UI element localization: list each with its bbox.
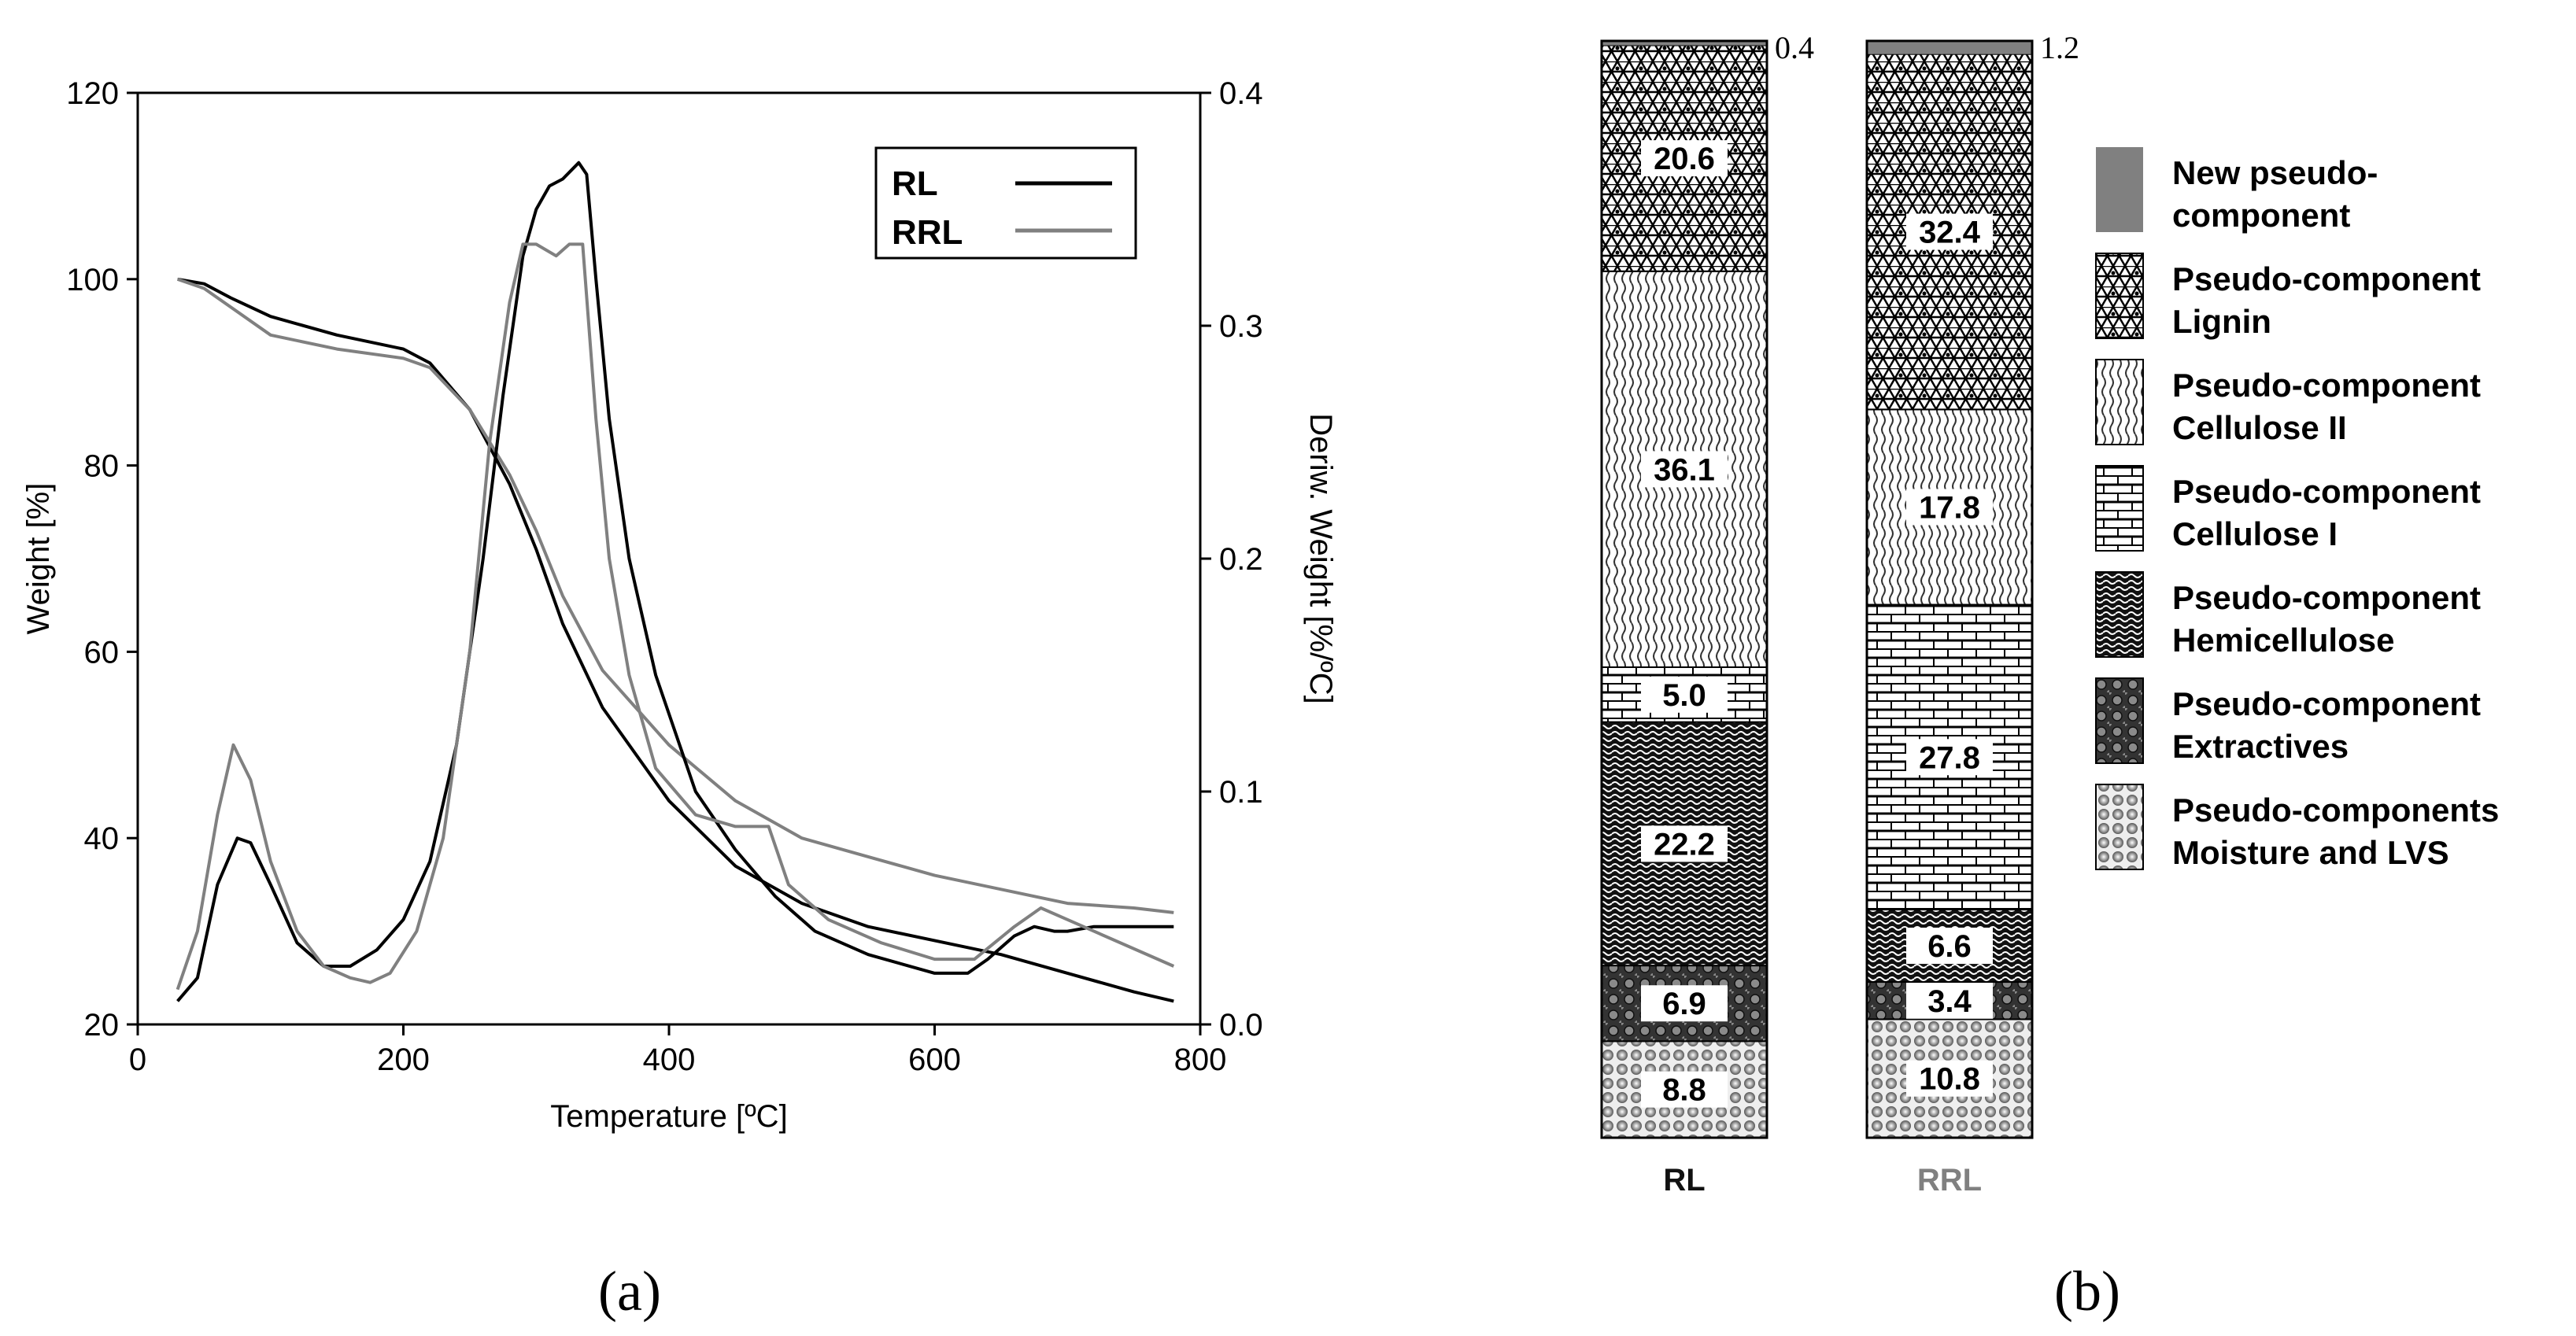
series-line-rl-weight xyxy=(177,277,1174,1003)
y-right-axis-ticks: 0.0 0.1 0.2 0.3 0.4 xyxy=(1200,76,1263,1043)
segment-value-label: 22.2 xyxy=(1654,827,1715,862)
legend-label: Extractives xyxy=(2172,728,2349,765)
legend-label: Pseudo-components xyxy=(2172,792,2499,829)
value-label-bg xyxy=(1906,982,1993,1019)
category-label-rrl: RRL xyxy=(1917,1163,1982,1198)
panel-label-b: (b) xyxy=(2054,1260,2120,1323)
legend-label: Pseudo-component xyxy=(2172,367,2481,404)
legend-label-rl: RL xyxy=(892,164,938,203)
series-line-rl-derivative xyxy=(176,161,1174,1002)
legend-label: Pseudo-component xyxy=(2172,685,2481,722)
segment-value-label: 20.6 xyxy=(1654,142,1715,176)
segment-value-label: 32.4 xyxy=(1919,216,1981,250)
legend: New pseudo-component Pseudo-component Lign… xyxy=(2095,147,2499,871)
panel-label-a: (a) xyxy=(598,1260,661,1323)
segment-value-label: 6.6 xyxy=(1927,929,1972,964)
value-label-bg xyxy=(1906,739,1993,776)
legend-swatch-hemi xyxy=(2095,571,2144,658)
value-label-bg xyxy=(1641,985,1728,1022)
stacked-bars: 8.8 6.9 22.2 5.0 36.1 20.6 0.4 RL 10.8 3.4 6.6 27.8… xyxy=(1600,30,2079,1198)
x-tick-label: 800 xyxy=(1174,1043,1227,1077)
legend-label: Cellulose I xyxy=(2172,515,2338,552)
pseudo-component-stacked-bars: 8.8 6.9 22.2 5.0 36.1 20.6 0.4 RL 10.8 3.4 6.6 27.8… xyxy=(1600,30,2499,1323)
legend-swatch-lignin xyxy=(2095,253,2144,339)
legend-label: Lignin xyxy=(2172,303,2271,340)
value-label-bg xyxy=(1641,451,1728,488)
segment-value-label: 3.4 xyxy=(1927,984,1972,1019)
x-axis-ticks: 0 200 400 600 800 xyxy=(129,1024,1227,1077)
y-right-tick-label: 0.1 xyxy=(1219,775,1263,810)
value-label-bg xyxy=(1906,1060,1993,1097)
legend-label: Moisture and LVS xyxy=(2172,834,2449,871)
y-left-tick-label: 120 xyxy=(66,76,119,111)
legend: RL RRL xyxy=(874,146,1137,260)
segment-value-label: 27.8 xyxy=(1919,740,1980,775)
value-label-bg xyxy=(1641,1071,1728,1108)
legend-swatch-new xyxy=(2096,147,2143,232)
y-left-tick-label: 60 xyxy=(84,635,120,670)
legend-swatch-cell2 xyxy=(2095,359,2144,445)
segment-value-label: 17.8 xyxy=(1919,490,1980,525)
segment-value-label: 1.2 xyxy=(2040,30,2079,65)
value-label-bg xyxy=(1641,825,1728,862)
x-tick-label: 0 xyxy=(129,1043,146,1077)
legend-box xyxy=(874,146,1137,260)
y-left-tick-label: 80 xyxy=(84,449,120,484)
legend-label: New pseudo- xyxy=(2172,154,2378,191)
x-axis-label: Temperature [ºC] xyxy=(550,1099,787,1134)
segment-value-label: 0.4 xyxy=(1775,30,1814,65)
series-line-rrl-derivative xyxy=(176,242,1175,991)
x-tick-label: 400 xyxy=(643,1043,696,1077)
segment-value-label: 36.1 xyxy=(1654,452,1715,487)
y-left-tick-label: 40 xyxy=(84,821,120,856)
y-right-tick-label: 0.2 xyxy=(1219,542,1263,577)
series-line-rrl-weight xyxy=(176,277,1174,914)
segment-value-label: 10.8 xyxy=(1919,1062,1980,1097)
segment-value-label: 6.9 xyxy=(1662,987,1706,1021)
x-tick-label: 600 xyxy=(908,1043,961,1077)
y-left-tick-label: 20 xyxy=(84,1008,120,1043)
category-label-rl: RL xyxy=(1663,1163,1705,1198)
legend-label: Pseudo-component xyxy=(2172,260,2481,297)
y-right-tick-label: 0.0 xyxy=(1219,1008,1263,1043)
y-left-axis-label: Weight [%] xyxy=(21,483,56,635)
legend-label: Pseudo-component xyxy=(2172,473,2481,510)
y-left-tick-label: 100 xyxy=(66,263,119,297)
legend-label: Cellulose II xyxy=(2172,409,2347,446)
legend-label: component xyxy=(2172,197,2350,234)
y-right-axis-label: Deriw. Weight [%/ºC] xyxy=(1303,413,1338,704)
x-tick-label: 200 xyxy=(377,1043,430,1077)
y-left-axis-ticks: 20 40 60 80 100 120 xyxy=(66,76,138,1043)
bar-outline xyxy=(1865,39,2034,1139)
segment-value-label: 8.8 xyxy=(1662,1073,1706,1108)
legend-swatch-moist xyxy=(2095,784,2144,870)
value-label-bg xyxy=(1906,928,1993,965)
legend-label: Pseudo-component xyxy=(2172,579,2481,616)
value-label-bg xyxy=(1641,140,1728,177)
bar-segment-rl-new xyxy=(1602,41,1767,46)
segment-value-label: 5.0 xyxy=(1662,678,1706,713)
series-lines xyxy=(176,161,1175,1003)
y-right-tick-label: 0.4 xyxy=(1219,76,1263,111)
value-label-bg xyxy=(1906,213,1993,250)
legend-swatch-cell1 xyxy=(2095,465,2144,552)
bar-segment-rrl-new xyxy=(1867,41,2032,54)
value-label-bg xyxy=(1906,489,1993,526)
y-right-tick-label: 0.3 xyxy=(1219,309,1263,344)
legend-label: Hemicellulose xyxy=(2172,622,2394,659)
bar-outline xyxy=(1600,39,1768,1139)
legend-label-rrl: RRL xyxy=(892,213,963,252)
legend-swatch-extr xyxy=(2095,677,2144,764)
value-label-bg xyxy=(1641,676,1728,713)
